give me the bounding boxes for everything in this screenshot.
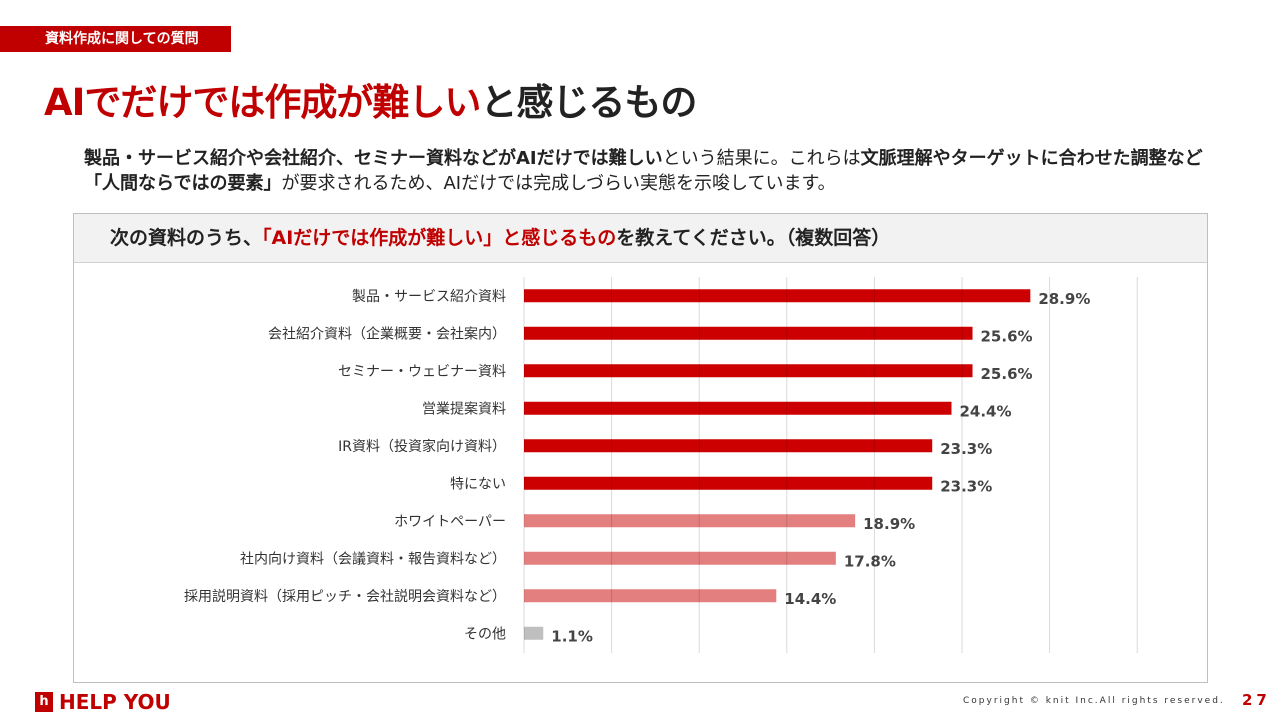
lead-text: 製品・サービス紹介や会社紹介、セミナー資料などがAIだけでは難しいという結果に。…: [84, 146, 1214, 196]
data-label: 23.3%: [940, 440, 992, 458]
question-post: を教えてください。（複数回答）: [616, 227, 891, 249]
logo-icon: h: [35, 692, 53, 712]
copyright: Copyright © knit Inc.All rights reserved…: [963, 696, 1225, 706]
category-label: 特にない: [450, 476, 506, 492]
lead-normal-1: という結果に。これらは: [662, 148, 861, 169]
data-label: 14.4%: [784, 590, 836, 608]
question-header: 次の資料のうち、「AIだけでは作成が難しい」と感じるものを教えてください。（複数…: [74, 214, 1207, 263]
logo-text: HELP YOU: [59, 690, 171, 714]
title-highlight: AIでだけでは作成が難しい: [44, 81, 481, 124]
bar: [524, 626, 544, 640]
bar: [524, 476, 933, 490]
bar: [524, 326, 973, 340]
bar: [524, 364, 973, 378]
data-label: 17.8%: [844, 552, 896, 570]
category-label: 会社紹介資料（企業概要・会社案内）: [268, 325, 506, 342]
data-label: 18.9%: [863, 515, 915, 533]
lead-normal-2: が要求されるため、AIだけでは完成しづらい実態を示唆しています。: [281, 173, 836, 194]
question-pre: 次の資料のうち、: [110, 227, 263, 249]
bar: [524, 439, 933, 453]
data-label: 23.3%: [940, 477, 992, 495]
page-number: 27: [1242, 691, 1271, 709]
question-highlight: 「AIだけでは作成が難しい」と感じるもの: [262, 227, 617, 249]
category-label: ホワイトペーパー: [394, 514, 506, 530]
data-label: 28.9%: [1038, 290, 1090, 308]
bar: [524, 551, 836, 565]
lead-bold-1: 製品・サービス紹介や会社紹介、セミナー資料などがAIだけでは難しい: [84, 148, 663, 169]
category-label: その他: [464, 626, 506, 642]
data-label: 24.4%: [959, 402, 1011, 420]
section-tag: 資料作成に関しての質問: [0, 26, 231, 52]
lead-bold-2: 文脈理解やターゲットに合わせた調整など「人間ならではの要素」: [84, 148, 1203, 194]
category-label: IR資料（投資家向け資料）: [338, 438, 506, 455]
chart-box: 次の資料のうち、「AIだけでは作成が難しい」と感じるものを教えてください。（複数…: [73, 213, 1208, 683]
category-label: 社内向け資料（会議資料・報告資料など）: [240, 550, 506, 567]
bar: [524, 401, 952, 415]
bar: [524, 514, 856, 528]
bar-chart: 製品・サービス紹介資料 28.9% 会社紹介資料（企業概要・会社案内） 25.6% セミ…: [184, 277, 1138, 653]
bar: [524, 289, 1031, 303]
category-label: 営業提案資料: [422, 400, 506, 417]
data-label: 1.1%: [551, 627, 593, 645]
title-rest: と感じるもの: [480, 81, 697, 124]
data-label: 25.6%: [981, 327, 1033, 345]
category-label: セミナー・ウェビナー資料: [338, 364, 506, 380]
footer-logo: h HELP YOU: [35, 690, 171, 714]
category-label: 製品・サービス紹介資料: [352, 289, 506, 305]
data-label: 25.6%: [981, 365, 1033, 383]
page-title: AIでだけでは作成が難しいと感じるもの: [44, 72, 697, 126]
bar: [524, 589, 777, 603]
category-label: 採用説明資料（採用ピッチ・会社説明会資料など）: [184, 589, 506, 605]
